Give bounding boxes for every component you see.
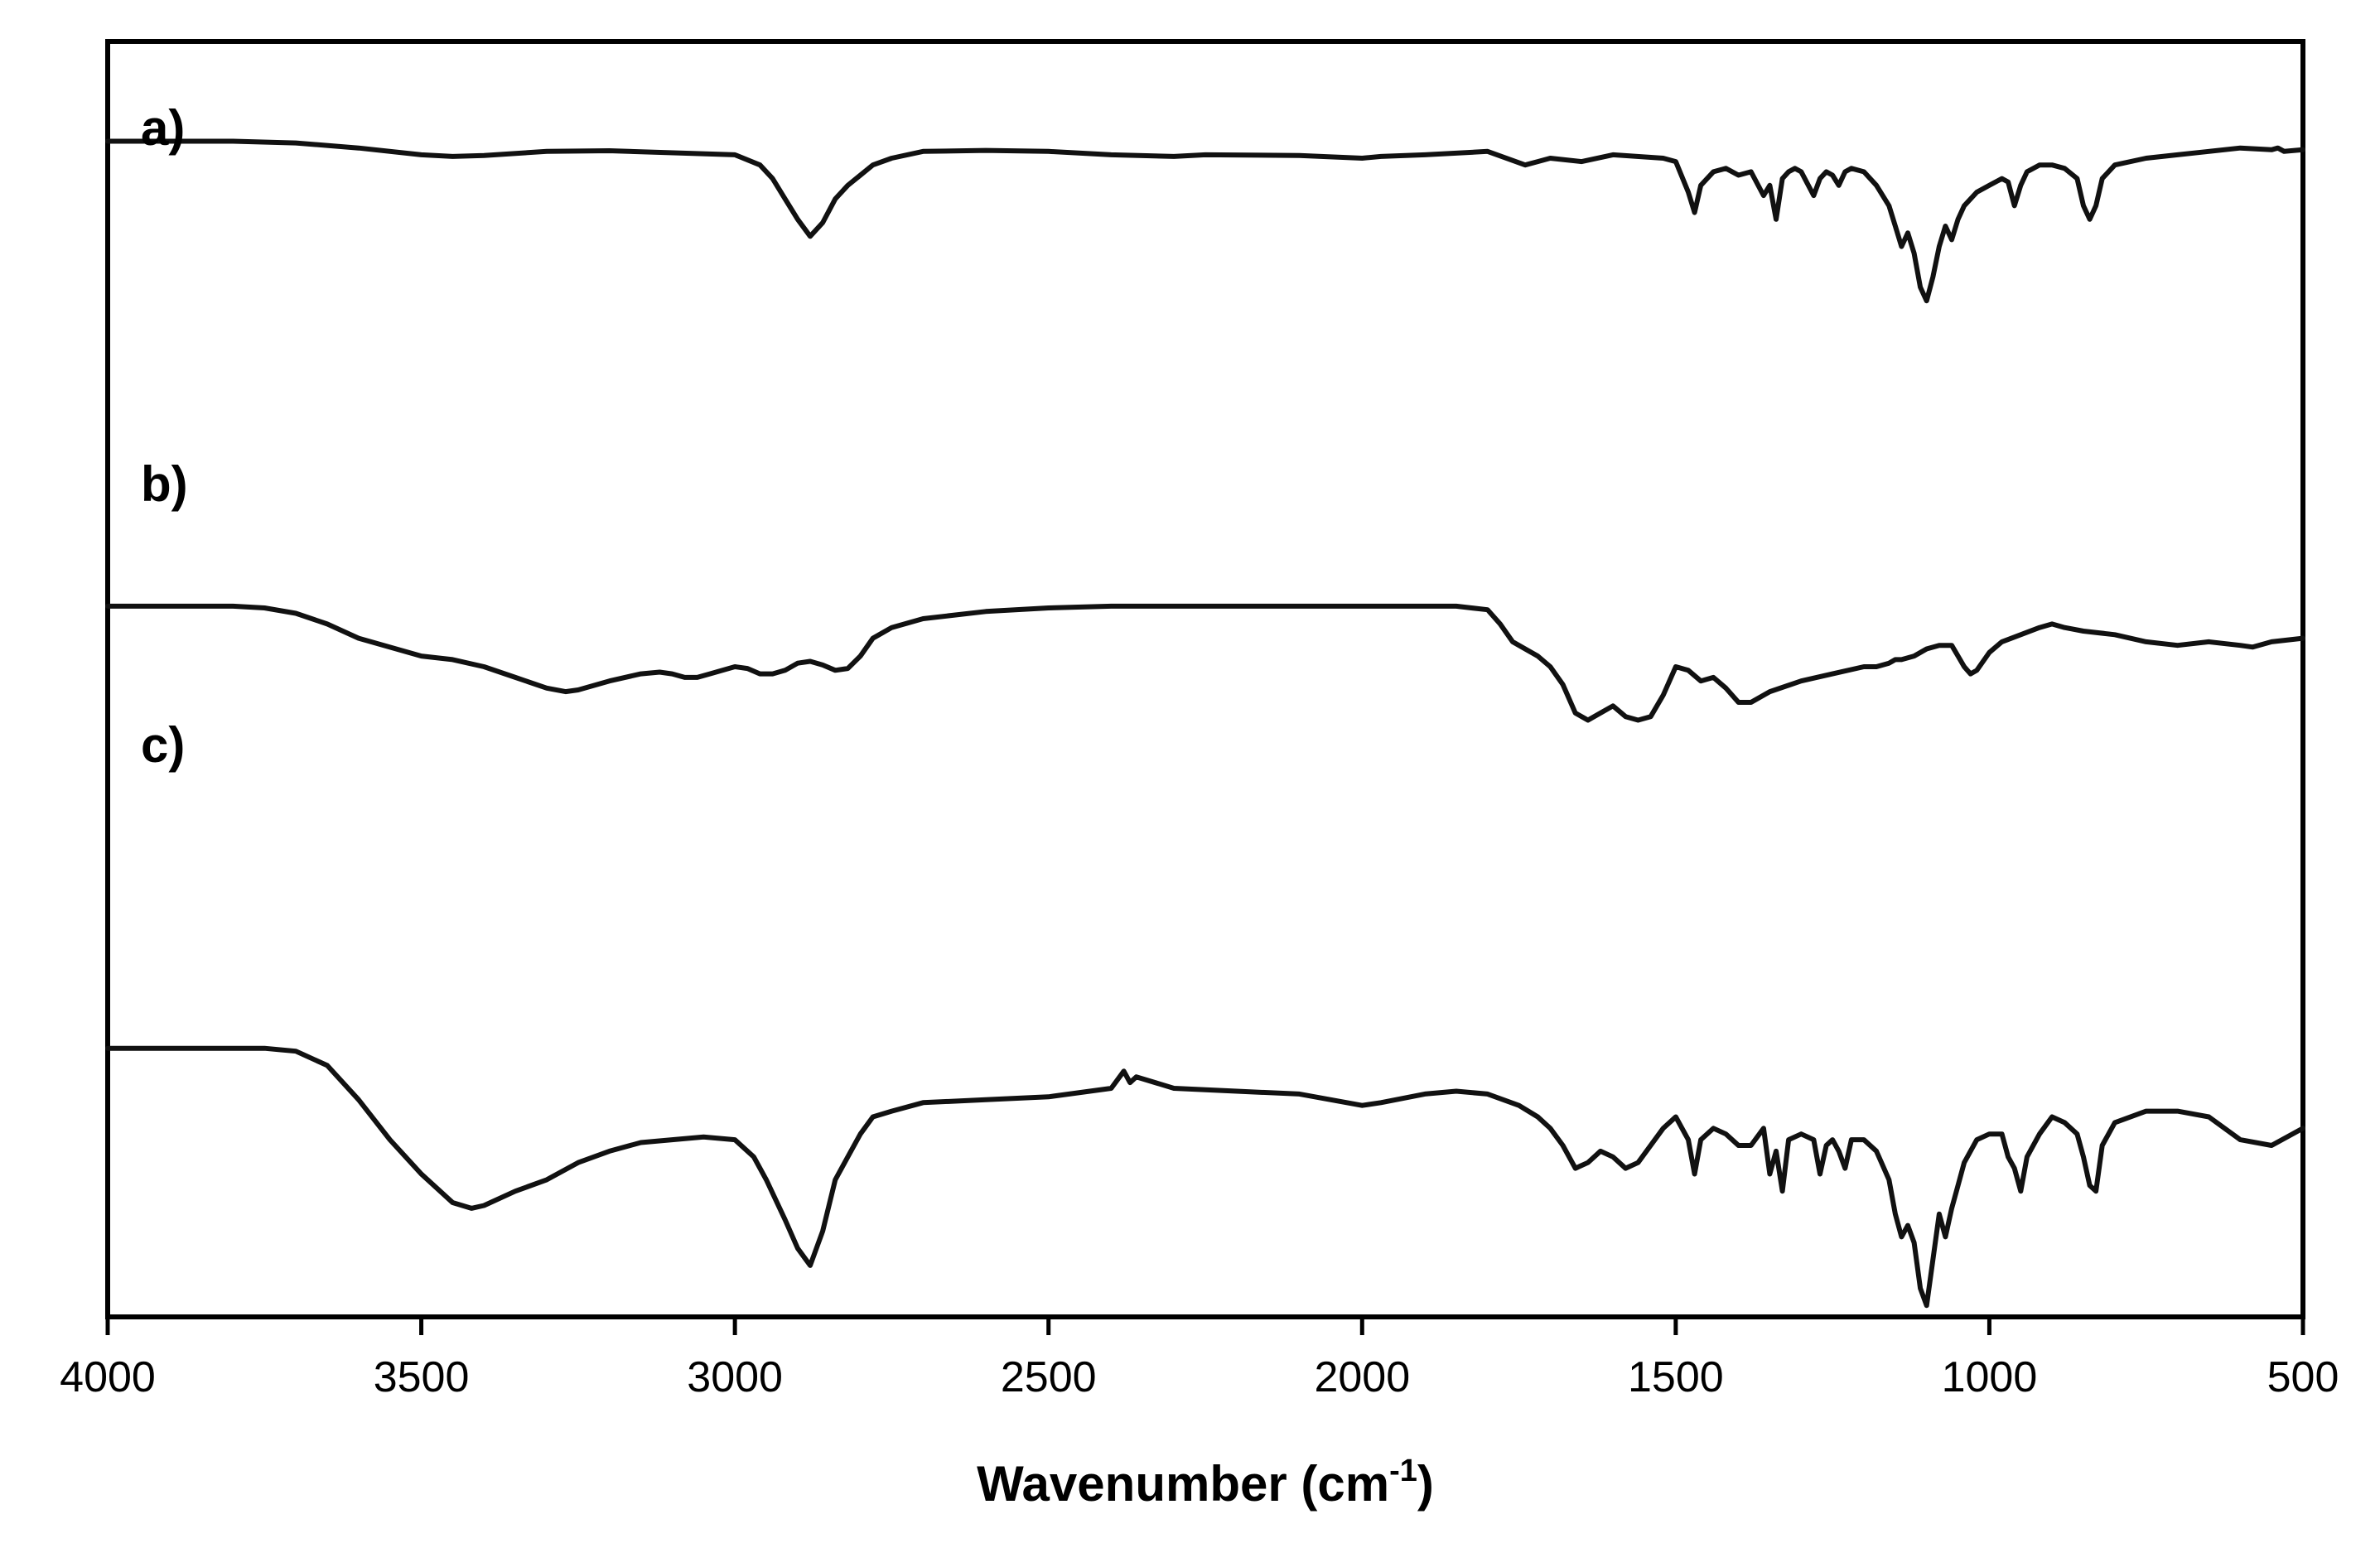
panel-label-a: a)	[141, 100, 185, 156]
spectrum-line-b	[105, 603, 2305, 723]
panel-label-b: b)	[141, 456, 188, 512]
plot-frame	[105, 39, 2305, 1319]
panel-label-c: c)	[141, 717, 185, 773]
x-tick-label: 1500	[1628, 1353, 1724, 1401]
x-tick-label: 4000	[60, 1353, 156, 1401]
x-tick-label: 1000	[1942, 1353, 2038, 1401]
x-tick-label: 2500	[1001, 1353, 1097, 1401]
spectrum-line-a	[105, 138, 2305, 304]
x-axis-ticks: 4000 3500 3000 2500 2000 1500 1000 500	[60, 1317, 2339, 1401]
x-tick-label: 3000	[687, 1353, 783, 1401]
spectrum-line-c	[105, 1045, 2305, 1309]
x-tick-label: 3500	[374, 1353, 470, 1401]
panel-labels: a) b) c)	[141, 100, 188, 773]
x-tick-label: 500	[2267, 1353, 2339, 1401]
x-axis-title: Wavenumber (cm-1)	[977, 1454, 1434, 1512]
spectra	[105, 138, 2305, 1309]
x-tick-label: 2000	[1314, 1353, 1410, 1401]
